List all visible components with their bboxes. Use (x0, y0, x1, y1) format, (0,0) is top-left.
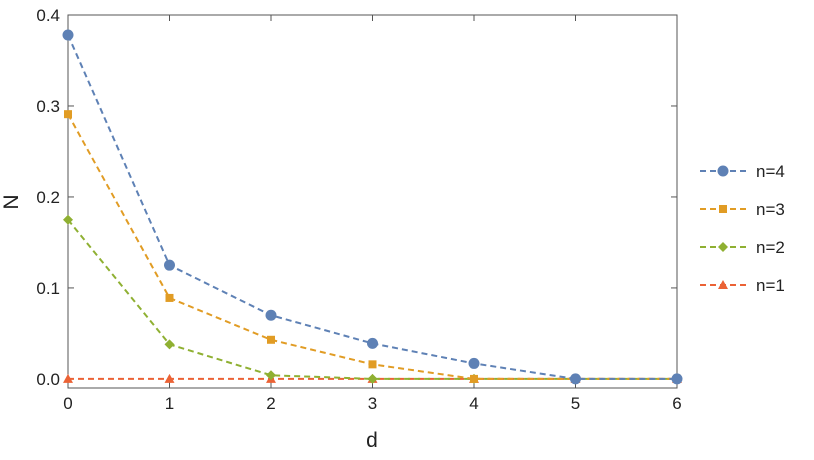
data-point (267, 335, 275, 344)
data-point (266, 370, 276, 381)
y-axis-label: N (0, 194, 23, 209)
data-point (165, 293, 174, 302)
x-tick-label: 6 (672, 394, 681, 413)
data-point (265, 309, 277, 321)
data-point (63, 373, 73, 383)
x-tick-label: 4 (469, 394, 478, 413)
legend-marker (717, 165, 729, 177)
series-layer (62, 29, 683, 385)
legend-marker (719, 205, 727, 213)
legend-marker (718, 280, 728, 289)
y-tick-label: 0.1 (36, 279, 60, 298)
data-point (64, 110, 72, 119)
x-tick-label: 0 (63, 394, 72, 413)
data-point (367, 337, 378, 349)
data-point (470, 374, 478, 383)
legend-label: n=2 (756, 238, 785, 257)
x-tick-label: 3 (368, 394, 377, 413)
data-point (164, 339, 175, 350)
x-axis: 0 1 2 3 4 5 6 (63, 15, 682, 413)
legend: n=4 n=3 n=2 n=1 (700, 162, 785, 295)
legend-label: n=4 (756, 162, 785, 181)
data-point (671, 373, 683, 385)
legend-item: n=1 (700, 276, 785, 295)
data-point (468, 357, 480, 369)
legend-marker (718, 242, 728, 252)
data-point (570, 373, 581, 385)
legend-item: n=4 (700, 162, 785, 181)
legend-label: n=1 (756, 276, 785, 295)
data-point (62, 29, 74, 41)
series-line (67, 34, 677, 380)
data-point (164, 373, 175, 383)
x-tick-label: 1 (165, 394, 174, 413)
y-tick-label: 0.4 (36, 6, 60, 25)
x-tick-label: 5 (571, 394, 580, 413)
data-point (63, 214, 73, 225)
data-point (368, 360, 377, 369)
y-axis: 0.0 0.1 0.2 0.3 0.4 (36, 6, 677, 389)
data-point (164, 259, 175, 271)
x-axis-label: d (366, 429, 378, 452)
data-point (367, 373, 378, 384)
y-tick-label: 0.3 (36, 97, 60, 116)
series-line (67, 219, 677, 380)
y-tick-label: 0.0 (36, 370, 60, 389)
legend-label: n=3 (756, 200, 785, 219)
y-tick-label: 0.2 (36, 188, 60, 207)
legend-item: n=2 (700, 238, 785, 257)
series-n=2 (63, 214, 682, 384)
x-tick-label: 2 (266, 394, 275, 413)
legend-item: n=3 (700, 200, 785, 219)
series-n=4 (62, 29, 683, 385)
